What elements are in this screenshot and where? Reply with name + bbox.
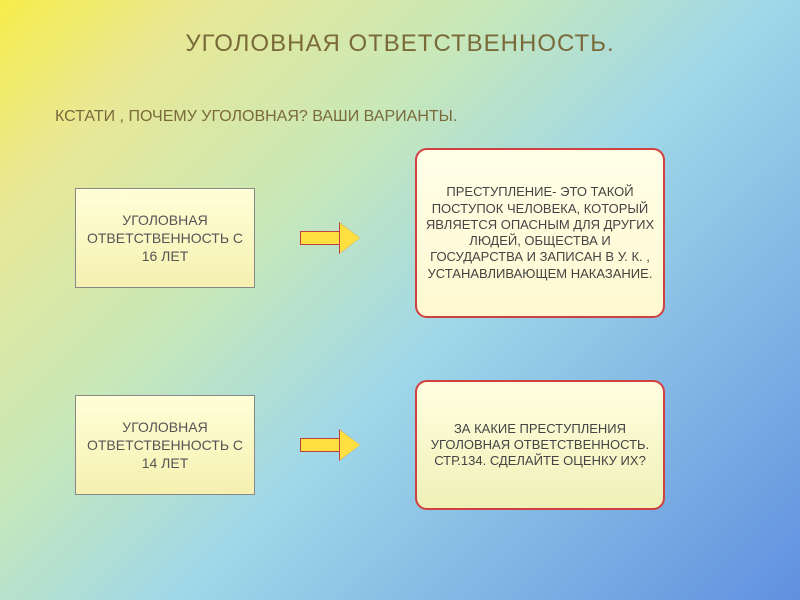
box-age-16: УГОЛОВНАЯ ОТВЕТСТВЕННОСТЬ С 16 ЛЕТ [75, 188, 255, 288]
arrow-icon-1 [300, 223, 360, 253]
box-crime-definition-text: ПРЕСТУПЛЕНИЕ- ЭТО ТАКОЙ ПОСТУПОК ЧЕЛОВЕК… [425, 184, 655, 282]
box-crime-definition: ПРЕСТУПЛЕНИЕ- ЭТО ТАКОЙ ПОСТУПОК ЧЕЛОВЕК… [415, 148, 665, 318]
box-age-16-text: УГОЛОВНАЯ ОТВЕТСТВЕННОСТЬ С 16 ЛЕТ [84, 211, 246, 266]
box-question-crimes-text: ЗА КАКИЕ ПРЕСТУПЛЕНИЯ УГОЛОВНАЯ ОТВЕТСТВ… [425, 421, 655, 470]
arrow-icon-2 [300, 430, 360, 460]
box-question-crimes: ЗА КАКИЕ ПРЕСТУПЛЕНИЯ УГОЛОВНАЯ ОТВЕТСТВ… [415, 380, 665, 510]
slide-title: УГОЛОВНАЯ ОТВЕТСТВЕННОСТЬ. [0, 0, 800, 58]
box-age-14-text: УГОЛОВНАЯ ОТВЕТСТВЕННОСТЬ С 14 ЛЕТ [84, 418, 246, 473]
box-age-14: УГОЛОВНАЯ ОТВЕТСТВЕННОСТЬ С 14 ЛЕТ [75, 395, 255, 495]
slide-subtitle: КСТАТИ , ПОЧЕМУ УГОЛОВНАЯ? ВАШИ ВАРИАНТЫ… [55, 108, 457, 126]
